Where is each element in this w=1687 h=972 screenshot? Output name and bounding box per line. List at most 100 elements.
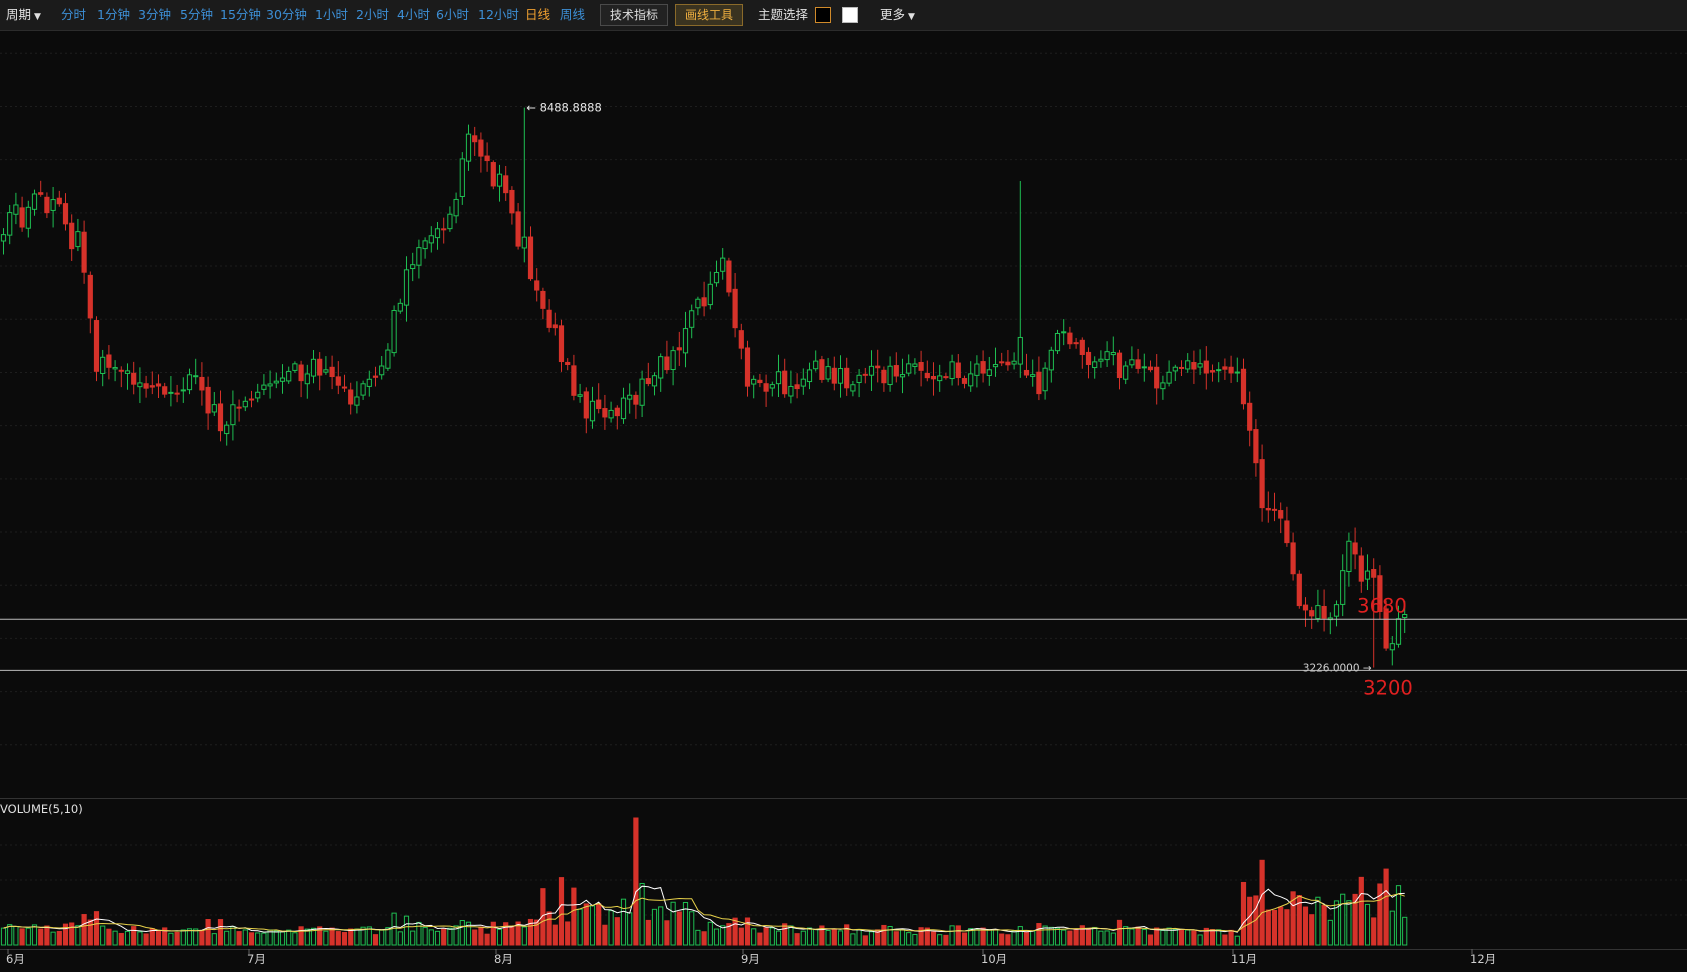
volume-bar-down [831, 929, 837, 946]
candle-up [695, 298, 701, 309]
candle-down [596, 399, 602, 410]
candle-down [484, 155, 490, 162]
candle-up [0, 234, 7, 242]
volume-bar-down [961, 932, 968, 946]
volume-bar-up [434, 930, 441, 946]
volume-bar-up [751, 928, 757, 946]
volume-bar-down [484, 933, 490, 946]
period-9-label: 6小时 [436, 7, 469, 22]
volume-bar-up [422, 927, 428, 946]
volume-bar-up [1092, 926, 1098, 946]
period-6[interactable]: 1小时 [315, 0, 348, 30]
candle-up [453, 198, 459, 217]
candle-up [255, 391, 261, 399]
candle-up [180, 389, 186, 392]
theme-light-swatch[interactable] [842, 7, 858, 23]
volume-bar-up [1197, 934, 1203, 946]
volume-bar-up [837, 930, 844, 946]
candle-down [174, 392, 180, 395]
candle-down [515, 211, 521, 247]
theme-dark-swatch[interactable] [815, 7, 831, 23]
period-4[interactable]: 15分钟 [220, 0, 261, 30]
candle-up [75, 231, 81, 248]
period-3[interactable]: 5分钟 [180, 0, 213, 30]
volume-bar-up [1234, 935, 1240, 946]
volume-bar-down [19, 928, 25, 946]
volume-bar-down [819, 925, 825, 946]
volume-bar-up [304, 928, 310, 946]
volume-bar-up [224, 930, 230, 946]
candle-up [992, 364, 999, 368]
volume-bar-down [217, 919, 224, 946]
volume-bar-up [775, 930, 782, 946]
period-7[interactable]: 2小时 [356, 0, 389, 30]
period-11[interactable]: 日线 [525, 0, 550, 30]
toolbar: 周期 ▼ 分时 1分钟 3分钟 5分钟 15分钟 30分钟 1小时 2小时 4小时 6小时 12小时 日线… [0, 0, 1687, 31]
period-10[interactable]: 12小时 [478, 0, 519, 30]
candle-down [527, 236, 534, 280]
candle-down [1154, 366, 1160, 389]
period-2[interactable]: 3分钟 [138, 0, 171, 30]
period-5[interactable]: 30分钟 [266, 0, 307, 30]
volume-bar-up [397, 931, 403, 946]
candle-down [1005, 361, 1011, 366]
candle-down [757, 379, 763, 384]
period-1[interactable]: 1分钟 [97, 0, 130, 30]
candle-up [379, 365, 385, 376]
volume-bar-up [949, 925, 955, 946]
volume-bar-down [1067, 930, 1073, 946]
volume-bar-down [441, 928, 447, 946]
volume-bar-up [379, 929, 385, 946]
volume-bar-down [174, 931, 180, 946]
candle-down [862, 373, 868, 376]
candle-down [81, 231, 87, 273]
candle-up [1061, 331, 1067, 334]
candle-up [689, 310, 695, 328]
candle-down [1203, 360, 1209, 374]
volume-bar-down [583, 903, 589, 946]
volume-bar-up [31, 924, 38, 946]
period-0[interactable]: 分时 [61, 0, 86, 30]
candle-up [1340, 570, 1346, 605]
volume-bar-down [596, 903, 602, 946]
candle-up [620, 397, 627, 420]
volume-bar-up [1327, 919, 1333, 946]
candle-down [1383, 608, 1389, 649]
candles [0, 107, 1408, 668]
indicator-button[interactable]: 技术指标 [600, 4, 669, 26]
volume-bar-down [676, 911, 682, 946]
period-12[interactable]: 周线 [560, 0, 585, 30]
candle-down [1321, 605, 1327, 619]
candle-down [503, 175, 509, 194]
volume-bar-up [310, 927, 317, 946]
candle-down [372, 375, 379, 378]
volume-bar-down [1191, 930, 1197, 946]
volume-bar-up [1061, 929, 1067, 946]
volume-bar-up [193, 928, 199, 946]
volume-bar-up [1172, 928, 1178, 946]
candle-down [1358, 555, 1364, 582]
volume-bar-down [87, 919, 93, 946]
candle-down [69, 222, 75, 250]
volume-bar-down [1358, 876, 1364, 946]
candle-up [639, 378, 645, 406]
volume-bar-down [1116, 919, 1123, 946]
period-dropdown[interactable]: 周期 ▼ [6, 0, 41, 30]
volume-bar-up [124, 930, 131, 946]
period-9[interactable]: 6小时 [436, 0, 469, 30]
candle-up [422, 240, 428, 250]
period-8[interactable]: 4小时 [397, 0, 430, 30]
drawing-tool-button[interactable]: 画线工具 [675, 4, 744, 26]
candle-down [1352, 542, 1358, 555]
more-dropdown[interactable]: 更多 ▼ [880, 0, 915, 30]
period-10-label: 12小时 [478, 7, 519, 22]
volume-bar-down [1240, 881, 1247, 946]
volume-bar-up [1129, 928, 1135, 946]
candle-down [236, 406, 242, 409]
kline-chart[interactable]: ← 8488.8888 3226.0000 → 3680 3200 VOLUME(5,1… [0, 31, 1687, 972]
volume-bar-down [930, 931, 937, 946]
candle-down [143, 383, 149, 389]
candle-down [1222, 366, 1228, 370]
volume-bar-up [242, 929, 248, 946]
candle-down [131, 372, 137, 385]
